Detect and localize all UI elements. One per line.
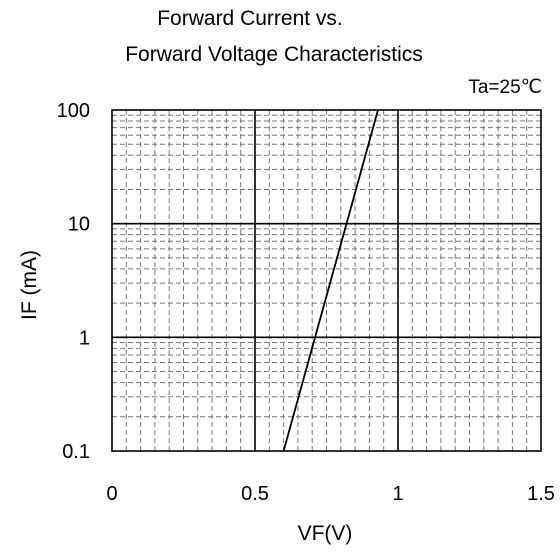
plot-frame: [111, 109, 542, 452]
x-tick-label: 1: [392, 483, 403, 505]
chart-title-line1: Forward Current vs.: [157, 7, 343, 30]
x-axis-label: VF(V): [297, 522, 353, 545]
y-tick-label: 10: [68, 214, 90, 236]
y-tick-label: 0.1: [62, 441, 90, 463]
x-tick-label: 0.5: [241, 483, 269, 505]
x-tick-label: 1.5: [527, 483, 555, 505]
if-vf-curve: [282, 109, 379, 452]
x-tick-label: 0: [106, 483, 117, 505]
y-tick-label: 100: [57, 100, 90, 122]
y-tick-label: 1: [79, 327, 90, 349]
chart-title-line2: Forward Voltage Characteristics: [125, 43, 423, 66]
temperature-annotation: Ta=25℃: [468, 77, 542, 98]
